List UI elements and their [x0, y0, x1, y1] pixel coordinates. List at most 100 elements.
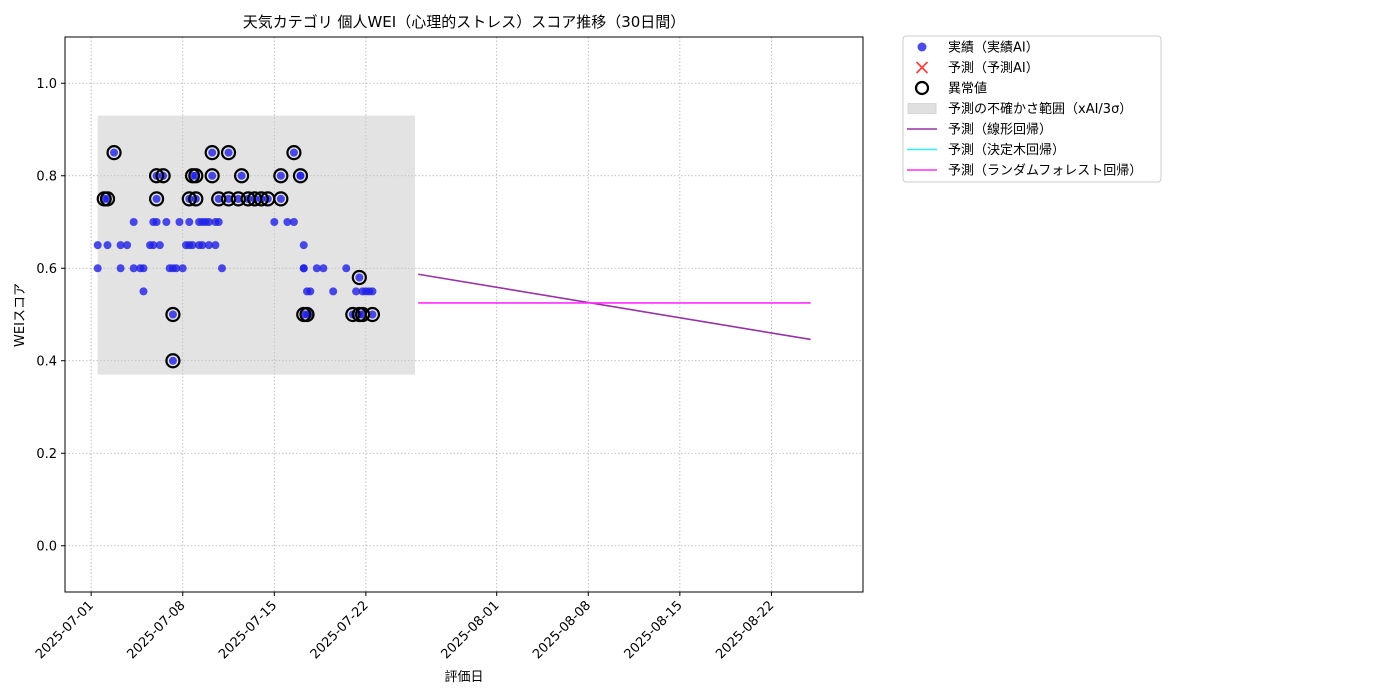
anomaly-ring: [148, 191, 165, 207]
actual-point: [211, 241, 220, 250]
actual-point: [198, 241, 207, 250]
x-tick-label: 2025-07-01: [33, 598, 97, 662]
anomaly-ring: [204, 145, 220, 161]
actual-point: [352, 287, 361, 296]
actual-point: [237, 171, 246, 180]
actual-point: [224, 148, 233, 157]
actual-point: [208, 171, 217, 180]
chart-title: 天気カテゴリ 個人WEI（心理的ストレス）スコア推移（30日間）: [243, 13, 686, 31]
actual-point: [306, 287, 315, 296]
anomaly-ring: [165, 306, 181, 323]
anomaly-ring: [364, 306, 381, 323]
actual-point: [129, 218, 138, 226]
y-tick-label: 0.2: [36, 447, 57, 462]
anomaly-ring: [106, 145, 122, 161]
legend-swatch: [907, 103, 937, 114]
x-axis-title: 評価日: [444, 670, 483, 685]
y-tick-label: 1.0: [36, 77, 57, 92]
actual-point: [224, 194, 233, 203]
grid: [65, 37, 863, 592]
prediction-line: [418, 273, 811, 341]
anomaly-ring: [181, 191, 197, 207]
anomaly-ring: [299, 306, 315, 323]
actual-point: [175, 218, 184, 226]
actual-point: [214, 194, 223, 203]
anomaly-ring: [292, 168, 309, 184]
anomaly-ring: [230, 191, 246, 207]
anomaly-ring: [211, 191, 227, 207]
actual-point: [276, 194, 285, 203]
actual-point: [93, 241, 102, 250]
anomaly-ring: [220, 145, 237, 161]
actual-point: [289, 148, 298, 157]
actual-point: [208, 148, 217, 157]
actual-point: [152, 194, 161, 203]
actual-point: [204, 241, 213, 250]
anomaly-ring: [286, 145, 302, 161]
actual-point: [270, 218, 279, 226]
x-tick-label: 2025-07-08: [125, 598, 189, 662]
actual-point: [152, 218, 161, 226]
actual-point: [355, 273, 364, 282]
anomaly-ring: [355, 306, 371, 323]
x-tick-label: 2025-07-15: [216, 598, 280, 662]
legend-label: 予測（決定木回帰）: [948, 142, 1065, 158]
x-tick-label: 2025-08-08: [530, 598, 594, 662]
actual-point: [299, 264, 308, 273]
actual-point: [168, 310, 177, 319]
actual-point: [312, 264, 321, 273]
legend-label: 予測（ランダムフォレスト回帰）: [948, 163, 1142, 179]
legend-frame: [902, 35, 1162, 183]
anomaly-ring: [165, 353, 181, 369]
actual-point: [289, 218, 298, 226]
actual-point: [168, 356, 177, 365]
plot-frame: [64, 36, 864, 593]
legend-swatch: [914, 80, 930, 96]
anomaly-ring: [155, 168, 171, 184]
actual-point: [103, 241, 112, 250]
legend-label: 異常値: [948, 81, 987, 97]
actual-point: [283, 218, 292, 226]
anomaly-ring: [188, 191, 204, 207]
anomaly-ring: [188, 168, 204, 184]
anomaly-ring: [273, 168, 289, 184]
actual-point: [139, 264, 148, 273]
actual-point: [172, 264, 181, 273]
anomaly-ring: [148, 168, 165, 184]
legend-swatch: [915, 61, 929, 74]
anomaly-ring: [351, 269, 367, 286]
actual-point: [116, 241, 125, 250]
actual-point: [214, 218, 223, 226]
actual-point: [93, 264, 102, 273]
y-axis-title: WEIスコア: [13, 283, 28, 347]
actual-point: [139, 287, 148, 296]
legend-label: 実績（実績AI）: [948, 40, 1039, 56]
anomaly-ring: [273, 191, 289, 207]
anomaly-ring: [234, 168, 250, 184]
x-tick-label: 2025-08-15: [622, 598, 686, 662]
actual-point: [296, 171, 305, 180]
actual-point: [110, 148, 119, 157]
y-tick-label: 0.8: [36, 169, 57, 184]
actual-point: [188, 241, 197, 250]
actual-point: [129, 264, 138, 273]
actual-point: [299, 241, 308, 250]
x-tick-label: 2025-08-22: [713, 598, 777, 662]
y-tick-label: 0.6: [36, 262, 57, 277]
actual-point: [123, 241, 132, 250]
actual-point: [185, 218, 194, 226]
legend-label: 予測（線形回帰）: [948, 122, 1052, 138]
actual-point: [276, 171, 285, 180]
anomaly-ring: [345, 306, 361, 323]
actual-point: [342, 264, 351, 273]
actual-point: [217, 264, 226, 273]
actual-point: [368, 287, 377, 296]
actual-point: [178, 264, 187, 273]
actual-point: [162, 218, 171, 226]
actual-point: [204, 218, 213, 226]
anomaly-ring: [220, 191, 237, 207]
legend-label: 予測の不確かさ範囲（xAI/3σ）: [948, 101, 1132, 117]
uncertainty-band: [97, 115, 415, 375]
